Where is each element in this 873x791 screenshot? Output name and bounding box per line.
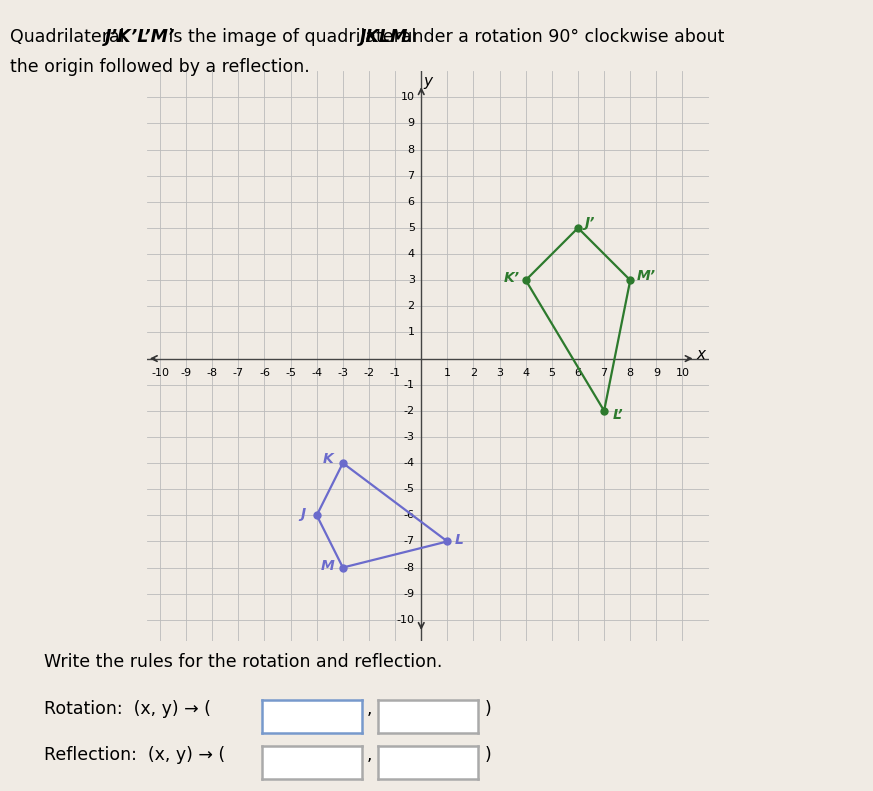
Text: -9: -9 xyxy=(181,368,192,378)
Text: M: M xyxy=(320,559,334,573)
Text: J’K’L’M’: J’K’L’M’ xyxy=(105,28,175,46)
Text: -9: -9 xyxy=(403,589,415,599)
Text: -1: -1 xyxy=(389,368,401,378)
Text: 7: 7 xyxy=(408,171,415,180)
Text: -10: -10 xyxy=(151,368,169,378)
Text: K’: K’ xyxy=(504,271,519,285)
Text: -4: -4 xyxy=(311,368,322,378)
Text: 5: 5 xyxy=(408,223,415,233)
Text: 4: 4 xyxy=(408,249,415,259)
Text: Write the rules for the rotation and reflection.: Write the rules for the rotation and ref… xyxy=(44,653,442,671)
Text: 3: 3 xyxy=(408,275,415,286)
Text: under a rotation 90° clockwise about: under a rotation 90° clockwise about xyxy=(396,28,725,46)
Text: Rotation:  (x, y) → (: Rotation: (x, y) → ( xyxy=(44,700,210,718)
Text: the origin followed by a reflection.: the origin followed by a reflection. xyxy=(10,58,310,76)
Text: 1: 1 xyxy=(443,368,450,378)
Text: 8: 8 xyxy=(408,145,415,154)
Text: ,: , xyxy=(367,746,372,764)
Text: 9: 9 xyxy=(408,119,415,128)
Text: is the image of quadrilateral: is the image of quadrilateral xyxy=(163,28,423,46)
Text: y: y xyxy=(423,74,432,89)
Text: 10: 10 xyxy=(401,93,415,102)
Text: JKLM: JKLM xyxy=(360,28,408,46)
Text: ): ) xyxy=(485,746,491,764)
Text: 3: 3 xyxy=(496,368,503,378)
Text: ): ) xyxy=(485,700,491,718)
Text: 8: 8 xyxy=(627,368,634,378)
Text: -1: -1 xyxy=(403,380,415,390)
Text: M’: M’ xyxy=(636,269,656,283)
Text: 2: 2 xyxy=(408,301,415,312)
Text: Quadrilateral: Quadrilateral xyxy=(10,28,130,46)
Text: 6: 6 xyxy=(574,368,581,378)
Text: -3: -3 xyxy=(403,432,415,442)
Text: -3: -3 xyxy=(337,368,348,378)
Text: -10: -10 xyxy=(396,615,415,625)
Text: 7: 7 xyxy=(601,368,608,378)
Text: K: K xyxy=(323,452,333,466)
Text: L: L xyxy=(455,533,464,547)
Text: -2: -2 xyxy=(363,368,375,378)
Text: 4: 4 xyxy=(522,368,529,378)
Text: -6: -6 xyxy=(259,368,270,378)
Text: -7: -7 xyxy=(403,536,415,547)
Text: 6: 6 xyxy=(408,197,415,206)
Text: -8: -8 xyxy=(207,368,217,378)
Text: J’: J’ xyxy=(585,216,595,229)
Text: -7: -7 xyxy=(233,368,244,378)
Text: -4: -4 xyxy=(403,458,415,468)
Text: -5: -5 xyxy=(285,368,296,378)
Text: -8: -8 xyxy=(403,562,415,573)
Text: 1: 1 xyxy=(408,327,415,338)
Text: 9: 9 xyxy=(653,368,660,378)
Text: 2: 2 xyxy=(470,368,477,378)
Text: 10: 10 xyxy=(676,368,690,378)
Text: 5: 5 xyxy=(548,368,555,378)
Text: x: x xyxy=(697,347,705,362)
Text: -6: -6 xyxy=(403,510,415,520)
Text: ,: , xyxy=(367,700,372,718)
Text: J: J xyxy=(299,507,305,521)
Text: L’: L’ xyxy=(613,407,624,422)
Text: Reflection:  (x, y) → (: Reflection: (x, y) → ( xyxy=(44,746,224,764)
Text: -5: -5 xyxy=(403,484,415,494)
Text: -2: -2 xyxy=(403,406,415,416)
